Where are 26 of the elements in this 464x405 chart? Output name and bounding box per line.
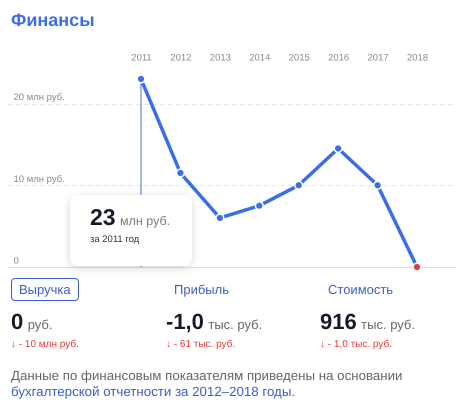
annotation: 23 млн руб.	[90, 204, 170, 230]
text: Стоимость	[327, 281, 394, 299]
selected-tab: Выручка	[11, 278, 79, 301]
text: ↓ - 1,0 тыс. руб.	[320, 339, 392, 351]
y-tick-label: 20 млн руб.	[14, 92, 65, 104]
x-tick-label: 2011	[131, 52, 152, 64]
x-tick-label: 2012	[170, 52, 192, 64]
x-tick-label: 2013	[210, 52, 231, 64]
x-tick-label: 2016	[328, 52, 350, 64]
annotation: за 2011 год	[90, 234, 140, 246]
text: ↓ - 61 тыс. руб.	[166, 339, 236, 351]
text: бухгалтерской отчетности за 2012–2018 годы.	[11, 384, 296, 399]
x-tick-label: 2014	[249, 52, 270, 64]
x-tick-label: 2017	[368, 52, 389, 64]
y-tick-label: 10 млн руб.	[14, 174, 65, 185]
text: 0 руб.	[11, 309, 52, 334]
x-tick-label: 2018	[406, 52, 428, 64]
text: Прибыль	[173, 281, 230, 299]
chart-title: Финансы	[11, 9, 95, 31]
x-tick-label: 2015	[288, 52, 310, 64]
tooltip: 23 млн руб. за 2011 год	[70, 195, 192, 266]
y-tick-label: 0	[14, 256, 19, 266]
text: 916 тыс. руб.	[320, 309, 415, 334]
text: -1,0 тыс. руб.	[166, 309, 262, 334]
text: Данные по финансовым показателям приведены на основании	[11, 368, 402, 383]
text: ↓ - 10 млн руб.	[11, 339, 79, 351]
